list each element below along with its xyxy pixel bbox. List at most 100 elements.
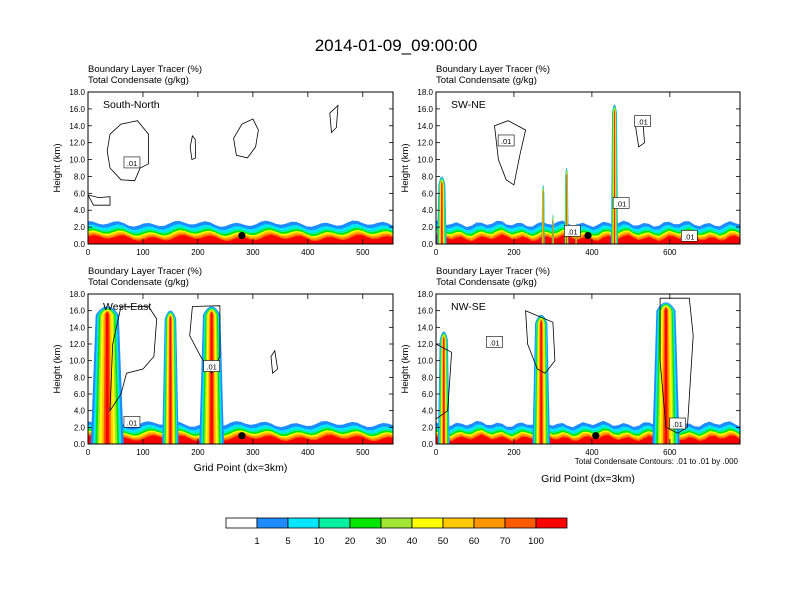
x-tick-label: 200	[507, 448, 521, 457]
plot-frame	[435, 293, 741, 445]
y-tick-label: 0.0	[422, 240, 434, 249]
x-tick-label: 400	[301, 248, 315, 257]
y-tick-label: 4.0	[422, 407, 434, 416]
y-tick-label: 2.0	[74, 423, 86, 432]
figure-title: 2014-01-09_09:00:00	[315, 36, 478, 55]
tracer-plume	[169, 316, 172, 444]
y-tick-label: 0.0	[74, 240, 86, 249]
station-marker	[584, 231, 592, 240]
condensate-contour	[525, 310, 556, 374]
condensate-contour	[189, 305, 221, 375]
svg-text:.01: .01	[637, 118, 647, 127]
x-tick-label: 200	[507, 248, 521, 257]
tracer-plume	[540, 320, 543, 444]
y-tick-label: 18.0	[417, 290, 433, 299]
y-tick-label: 0.0	[422, 440, 434, 449]
colorbar-swatch	[380, 517, 413, 529]
panel-contour-variable-label: Total Condensate (g/kg)	[436, 75, 537, 86]
plot-frame	[87, 91, 394, 245]
panel-contour-variable-label: Total Condensate (g/kg)	[88, 75, 189, 86]
x-tick-label: 200	[191, 448, 205, 457]
condensate-contour	[494, 120, 527, 186]
colorbar-label: 30	[376, 536, 387, 547]
contour-label: .01	[564, 225, 581, 237]
x-tick-label: 0	[86, 448, 91, 457]
y-tick-label: 10.0	[69, 156, 85, 165]
colorbar-swatch	[287, 517, 320, 529]
panel-1: Boundary Layer Tracer (%)Total Condensat…	[52, 64, 394, 257]
tracer-plume	[441, 182, 443, 244]
y-tick-label: 14.0	[69, 323, 85, 332]
boundary-layer-band	[436, 234, 740, 244]
svg-text:.01: .01	[206, 363, 216, 372]
colorbar-label: 10	[314, 536, 325, 547]
condensate-contour	[88, 194, 111, 206]
plot-frame	[435, 91, 741, 245]
contour-label: .01	[486, 336, 503, 348]
panel-field: .01	[88, 104, 393, 244]
x-axis-label: Grid Point (dx=3km)	[194, 462, 288, 474]
x-tick-label: 0	[434, 248, 439, 257]
y-tick-label: 10.0	[417, 156, 433, 165]
panel-variable-label: Boundary Layer Tracer (%)	[88, 64, 202, 75]
y-tick-label: 6.0	[422, 390, 434, 399]
condensate-contour	[436, 343, 453, 420]
svg-text:.01: .01	[501, 137, 511, 146]
x-tick-label: 400	[585, 248, 599, 257]
contour-label: .01	[681, 230, 698, 242]
contour-label: .01	[123, 416, 141, 428]
panel-variable-label: Boundary Layer Tracer (%)	[436, 266, 550, 277]
x-tick-label: 400	[301, 448, 315, 457]
x-tick-label: 0	[86, 248, 91, 257]
y-tick-label: 18.0	[69, 88, 85, 97]
condensate-contour	[270, 349, 279, 374]
svg-text:.01: .01	[127, 418, 137, 427]
y-tick-label: 4.0	[74, 407, 86, 416]
svg-text:.01: .01	[672, 420, 682, 429]
x-axis-label: Grid Point (dx=3km)	[541, 473, 635, 485]
y-tick-label: 2.0	[422, 423, 434, 432]
panel-field: .01 .01	[436, 297, 740, 444]
condensate-contour	[106, 120, 149, 182]
x-tick-label: 100	[136, 248, 150, 257]
y-tick-label: 10.0	[69, 357, 85, 366]
condensate-contour	[109, 306, 158, 413]
y-axis-label: Height (km)	[52, 143, 63, 192]
y-tick-label: 0.0	[74, 440, 86, 449]
panel-field: .01 .01 .01 .01 .01	[436, 104, 740, 244]
x-tick-label: 300	[246, 248, 260, 257]
x-tick-label: 300	[246, 448, 260, 457]
panel-4: Boundary Layer Tracer (%) Total Condensat…	[400, 266, 741, 485]
panel-2: Boundary Layer Tracer (%)Total Condensat…	[400, 64, 741, 257]
colorbar-label: 60	[469, 536, 480, 547]
station-marker	[592, 432, 600, 440]
panel-label: South-North	[103, 99, 160, 111]
y-axis-label: Height (km)	[400, 143, 411, 192]
colorbar-swatch	[318, 517, 351, 529]
contour-label: .01	[669, 417, 686, 430]
colorbar: 1 5 10 20 30 40 50 60 70 100	[225, 517, 568, 547]
panel-label: West-East	[103, 301, 151, 313]
x-tick-label: 200	[191, 248, 205, 257]
colorbar-label: 100	[528, 536, 544, 547]
x-tick-label: 500	[356, 248, 370, 257]
y-tick-label: 12.0	[417, 139, 433, 148]
colorbar-label: 1	[254, 536, 259, 547]
y-tick-label: 14.0	[69, 122, 85, 131]
colorbar-label: 5	[285, 536, 290, 547]
x-tick-label: 600	[663, 448, 677, 457]
y-tick-label: 4.0	[74, 206, 86, 215]
y-axis-label: Height (km)	[400, 344, 411, 393]
svg-text:.01: .01	[567, 227, 577, 236]
y-tick-label: 4.0	[422, 206, 434, 215]
station-marker	[238, 432, 246, 440]
svg-text:.01: .01	[127, 159, 137, 168]
y-tick-label: 18.0	[69, 290, 85, 299]
contour-label: .01	[123, 156, 141, 169]
y-tick-label: 6.0	[422, 189, 434, 198]
y-tick-label: 6.0	[74, 189, 86, 198]
panel-contour-variable-label: Total Condensate (g/kg)	[88, 277, 189, 288]
condensate-contour	[329, 104, 339, 134]
contour-note: Total Condensate Contours: .01 to .01 by…	[575, 457, 739, 466]
